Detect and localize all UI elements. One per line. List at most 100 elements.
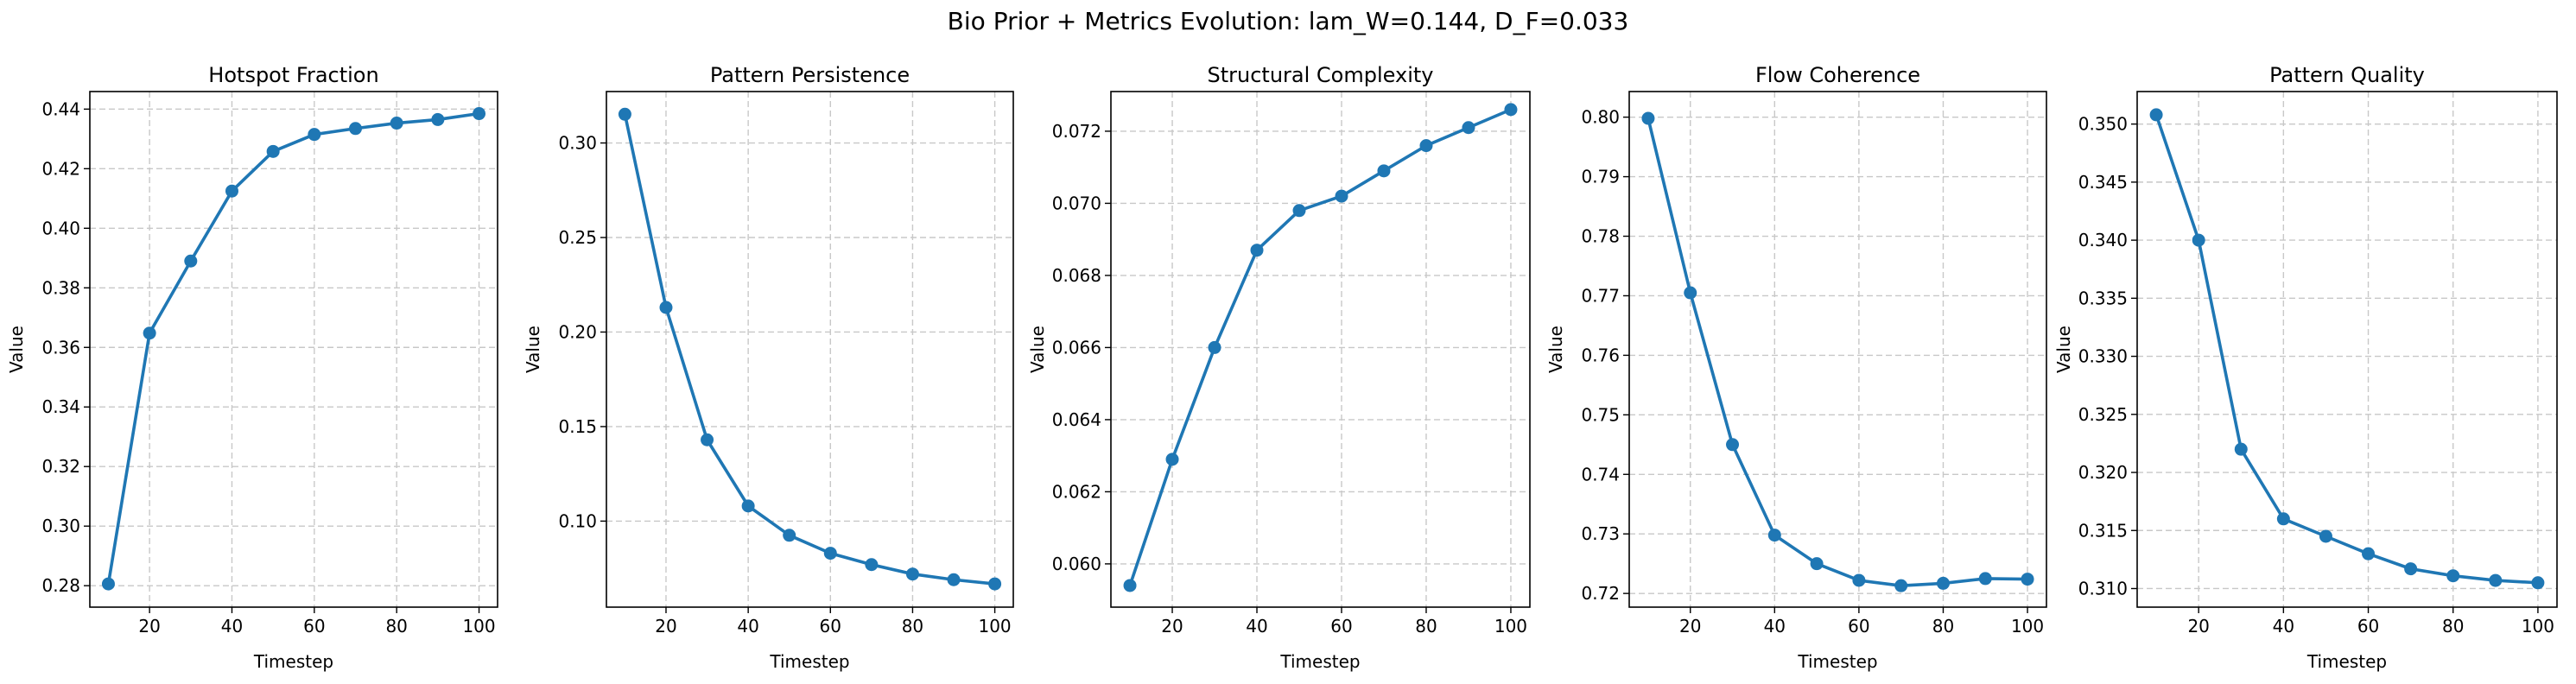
y-axis-label: Value bbox=[523, 326, 543, 373]
series-line bbox=[623, 113, 995, 586]
data-point bbox=[2149, 108, 2163, 122]
y-tick-label: 0.77 bbox=[1581, 285, 1620, 306]
data-point bbox=[659, 301, 673, 314]
x-axis-label: Timestep bbox=[1797, 651, 1877, 672]
series-line bbox=[1128, 108, 1512, 586]
plot-frame bbox=[1628, 91, 2047, 608]
data-point bbox=[1335, 189, 1348, 203]
x-tick-label: 60 bbox=[1848, 616, 1869, 636]
y-tick-label: 0.28 bbox=[41, 575, 80, 596]
data-point bbox=[1250, 244, 1264, 257]
data-point bbox=[1936, 576, 1950, 590]
y-tick-label: 0.330 bbox=[2078, 346, 2128, 367]
x-axis-label: Timestep bbox=[253, 651, 333, 672]
x-tick-label: 60 bbox=[1330, 616, 1352, 636]
y-tick-label: 0.320 bbox=[2078, 462, 2128, 483]
data-point bbox=[1894, 579, 1908, 592]
y-tick-label: 0.072 bbox=[1052, 121, 1101, 142]
data-point bbox=[823, 547, 837, 560]
data-point bbox=[2362, 547, 2376, 560]
x-tick-label: 100 bbox=[978, 616, 1011, 636]
y-tick-label: 0.070 bbox=[1052, 193, 1101, 213]
y-tick-label: 0.32 bbox=[41, 456, 80, 477]
plot-frame bbox=[2136, 91, 2558, 608]
y-axis-label: Value bbox=[2053, 326, 2074, 373]
x-tick-label: 60 bbox=[303, 616, 325, 636]
x-tick-label: 100 bbox=[2011, 616, 2044, 636]
data-point bbox=[390, 117, 403, 130]
x-tick-label: 20 bbox=[1161, 616, 1183, 636]
data-point bbox=[1504, 103, 1518, 117]
chart-title: Structural Complexity bbox=[1208, 63, 1434, 87]
data-point bbox=[2446, 569, 2460, 583]
y-axis-label: Value bbox=[6, 326, 27, 373]
y-axis-label: Value bbox=[1545, 326, 1566, 373]
figure-title: Bio Prior + Metrics Evolution: lam_W=0.1… bbox=[947, 7, 1629, 35]
x-tick-label: 20 bbox=[1679, 616, 1701, 636]
data-point bbox=[947, 573, 961, 586]
plot-frame bbox=[606, 91, 1014, 608]
y-tick-label: 0.062 bbox=[1052, 481, 1101, 502]
y-tick-label: 0.74 bbox=[1581, 464, 1620, 484]
x-tick-label: 60 bbox=[820, 616, 841, 636]
y-tick-label: 0.75 bbox=[1581, 404, 1620, 425]
x-tick-label: 40 bbox=[1246, 616, 1267, 636]
data-point bbox=[2531, 576, 2545, 590]
chart-panel-5: 20 40 60 80 100 0.310 0.315 0.320 0.325 0.330 0.33… bbox=[2053, 63, 2558, 672]
y-tick-label: 0.064 bbox=[1052, 409, 1101, 430]
data-point bbox=[431, 112, 445, 126]
x-axis-label: Timestep bbox=[2306, 651, 2387, 672]
x-tick-label: 20 bbox=[138, 616, 160, 636]
data-point bbox=[266, 144, 280, 158]
data-point bbox=[1462, 121, 1475, 135]
chart-panel-3: 20 40 60 80 100 0.060 0.062 0.064 0.066 0.068 0.07… bbox=[1027, 63, 1531, 672]
data-point bbox=[1726, 438, 1740, 452]
y-tick-label: 0.79 bbox=[1581, 167, 1620, 187]
y-tick-label: 0.350 bbox=[2078, 114, 2128, 135]
chart-title: Flow Coherence bbox=[1755, 63, 1920, 87]
x-tick-label: 40 bbox=[737, 616, 758, 636]
data-point bbox=[1377, 164, 1391, 178]
y-tick-label: 0.25 bbox=[558, 227, 597, 248]
data-point bbox=[1767, 529, 1781, 542]
y-axis-label: Value bbox=[1027, 326, 1048, 373]
data-point bbox=[1852, 573, 1866, 587]
data-point bbox=[1641, 111, 1655, 125]
chart-title: Pattern Quality bbox=[2269, 63, 2425, 87]
y-tick-label: 0.30 bbox=[558, 133, 597, 154]
data-point bbox=[184, 254, 198, 268]
y-tick-label: 0.38 bbox=[41, 277, 80, 298]
data-point bbox=[865, 558, 879, 572]
y-tick-label: 0.340 bbox=[2078, 230, 2128, 250]
data-point bbox=[2489, 573, 2503, 587]
y-tick-label: 0.315 bbox=[2078, 520, 2128, 541]
data-point bbox=[101, 577, 115, 591]
x-tick-label: 80 bbox=[2442, 616, 2464, 636]
data-point bbox=[2234, 442, 2248, 456]
data-point bbox=[1292, 204, 1306, 218]
series-line bbox=[1646, 117, 2028, 587]
series-line bbox=[2154, 114, 2539, 585]
y-tick-label: 0.36 bbox=[41, 337, 80, 358]
data-point bbox=[618, 107, 631, 121]
x-tick-label: 80 bbox=[1415, 616, 1437, 636]
data-point bbox=[225, 184, 238, 198]
x-tick-label: 60 bbox=[2357, 616, 2379, 636]
y-tick-label: 0.76 bbox=[1581, 345, 1620, 365]
data-point bbox=[473, 107, 486, 121]
y-tick-label: 0.060 bbox=[1052, 554, 1101, 574]
data-point bbox=[143, 326, 156, 340]
x-tick-label: 100 bbox=[462, 616, 495, 636]
x-tick-label: 20 bbox=[655, 616, 676, 636]
data-point bbox=[2276, 512, 2290, 526]
data-point bbox=[741, 499, 755, 513]
x-tick-label: 100 bbox=[2522, 616, 2554, 636]
y-tick-label: 0.325 bbox=[2078, 404, 2128, 425]
y-tick-label: 0.10 bbox=[558, 510, 597, 531]
x-tick-label: 40 bbox=[2273, 616, 2294, 636]
x-tick-label: 80 bbox=[1932, 616, 1954, 636]
y-tick-label: 0.066 bbox=[1052, 337, 1101, 358]
y-tick-label: 0.30 bbox=[41, 516, 80, 536]
data-point bbox=[783, 529, 796, 542]
